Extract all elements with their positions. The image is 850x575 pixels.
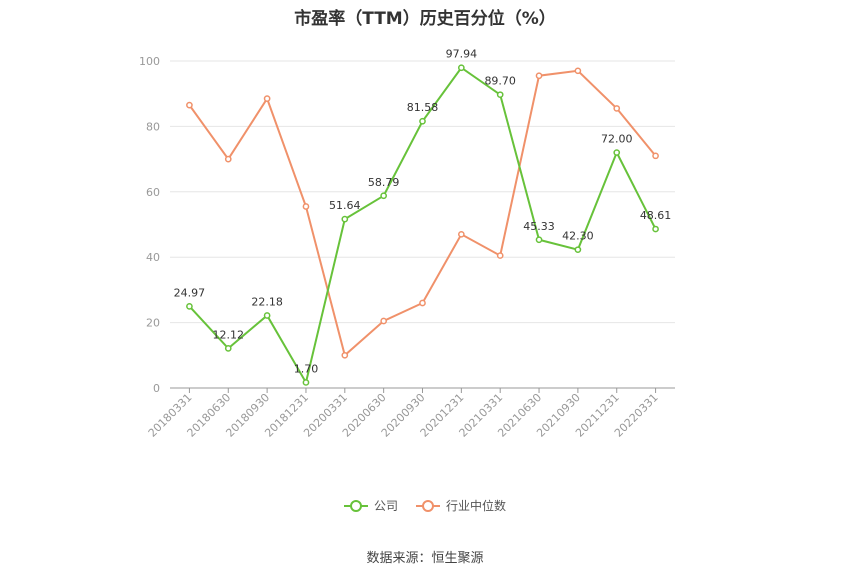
data-label: 1.70 — [294, 362, 319, 375]
legend: 公司 行业中位数 — [0, 497, 850, 514]
y-tick-label: 80 — [146, 120, 160, 133]
legend-item-industry[interactable]: 行业中位数 — [416, 497, 506, 514]
data-label: 81.58 — [407, 101, 439, 114]
industry-data-point — [574, 67, 582, 75]
company-data-point — [535, 236, 543, 244]
data-label: 72.00 — [601, 133, 633, 146]
data-label: 51.64 — [329, 199, 361, 212]
y-tick-label: 100 — [139, 55, 160, 68]
data-label: 12.12 — [213, 328, 245, 341]
data-label: 45.33 — [523, 220, 555, 233]
industry-data-point — [419, 299, 426, 307]
line-chart: 0204060801002018033120180630201809302018… — [139, 48, 675, 440]
legend-item-company[interactable]: 公司 — [343, 497, 398, 514]
data-label: 89.70 — [484, 75, 516, 88]
industry-data-point — [302, 203, 310, 210]
company-data-point — [302, 379, 310, 386]
data-source: 数据来源：恒生聚源 — [366, 551, 484, 566]
y-tick-label: 40 — [146, 251, 160, 264]
y-tick-label: 0 — [153, 382, 160, 395]
legend-label-industry: 行业中位数 — [446, 499, 507, 513]
y-tick-label: 20 — [146, 317, 160, 330]
data-label: 22.18 — [251, 295, 283, 308]
company-data-point — [224, 345, 232, 352]
company-data-point — [419, 117, 426, 125]
chart-title: 市盈率（TTM）历史百分位（%） — [294, 9, 556, 29]
industry-data-point — [535, 72, 543, 80]
industry-data-point — [186, 101, 193, 109]
company-data-point — [263, 312, 271, 319]
data-label: 48.61 — [640, 209, 672, 222]
company-data-point — [341, 215, 349, 223]
data-label: 58.79 — [368, 176, 400, 189]
y-tick-label: 60 — [146, 186, 160, 199]
data-label: 97.94 — [446, 48, 478, 61]
series-lines — [186, 64, 659, 386]
data-label: 42.30 — [562, 230, 594, 243]
industry-data-point — [224, 155, 232, 163]
industry-line-marker-icon — [416, 499, 440, 513]
company-data-point — [652, 225, 659, 233]
company-data-point — [613, 149, 621, 156]
industry-data-point — [457, 230, 465, 238]
company-data-point — [380, 192, 388, 200]
company-data-point — [457, 64, 465, 72]
company-data-point — [186, 302, 193, 310]
industry-data-point — [263, 95, 271, 102]
industry-data-point — [652, 152, 659, 160]
company-series-line — [188, 66, 657, 386]
company-line-marker-icon — [343, 499, 368, 513]
industry-data-point — [496, 252, 504, 259]
industry-data-point — [341, 351, 349, 359]
industry-data-point — [380, 317, 388, 325]
company-data-point — [574, 246, 582, 254]
industry-data-point — [613, 105, 621, 112]
legend-label-company: 公司 — [373, 499, 398, 513]
grid-lines — [170, 60, 675, 324]
data-labels: 24.97 12.12 22.18 1.70 51.64 58.79 81.58 97.94 8… — [174, 48, 672, 376]
company-data-point — [496, 91, 504, 99]
data-label: 24.97 — [174, 286, 206, 299]
